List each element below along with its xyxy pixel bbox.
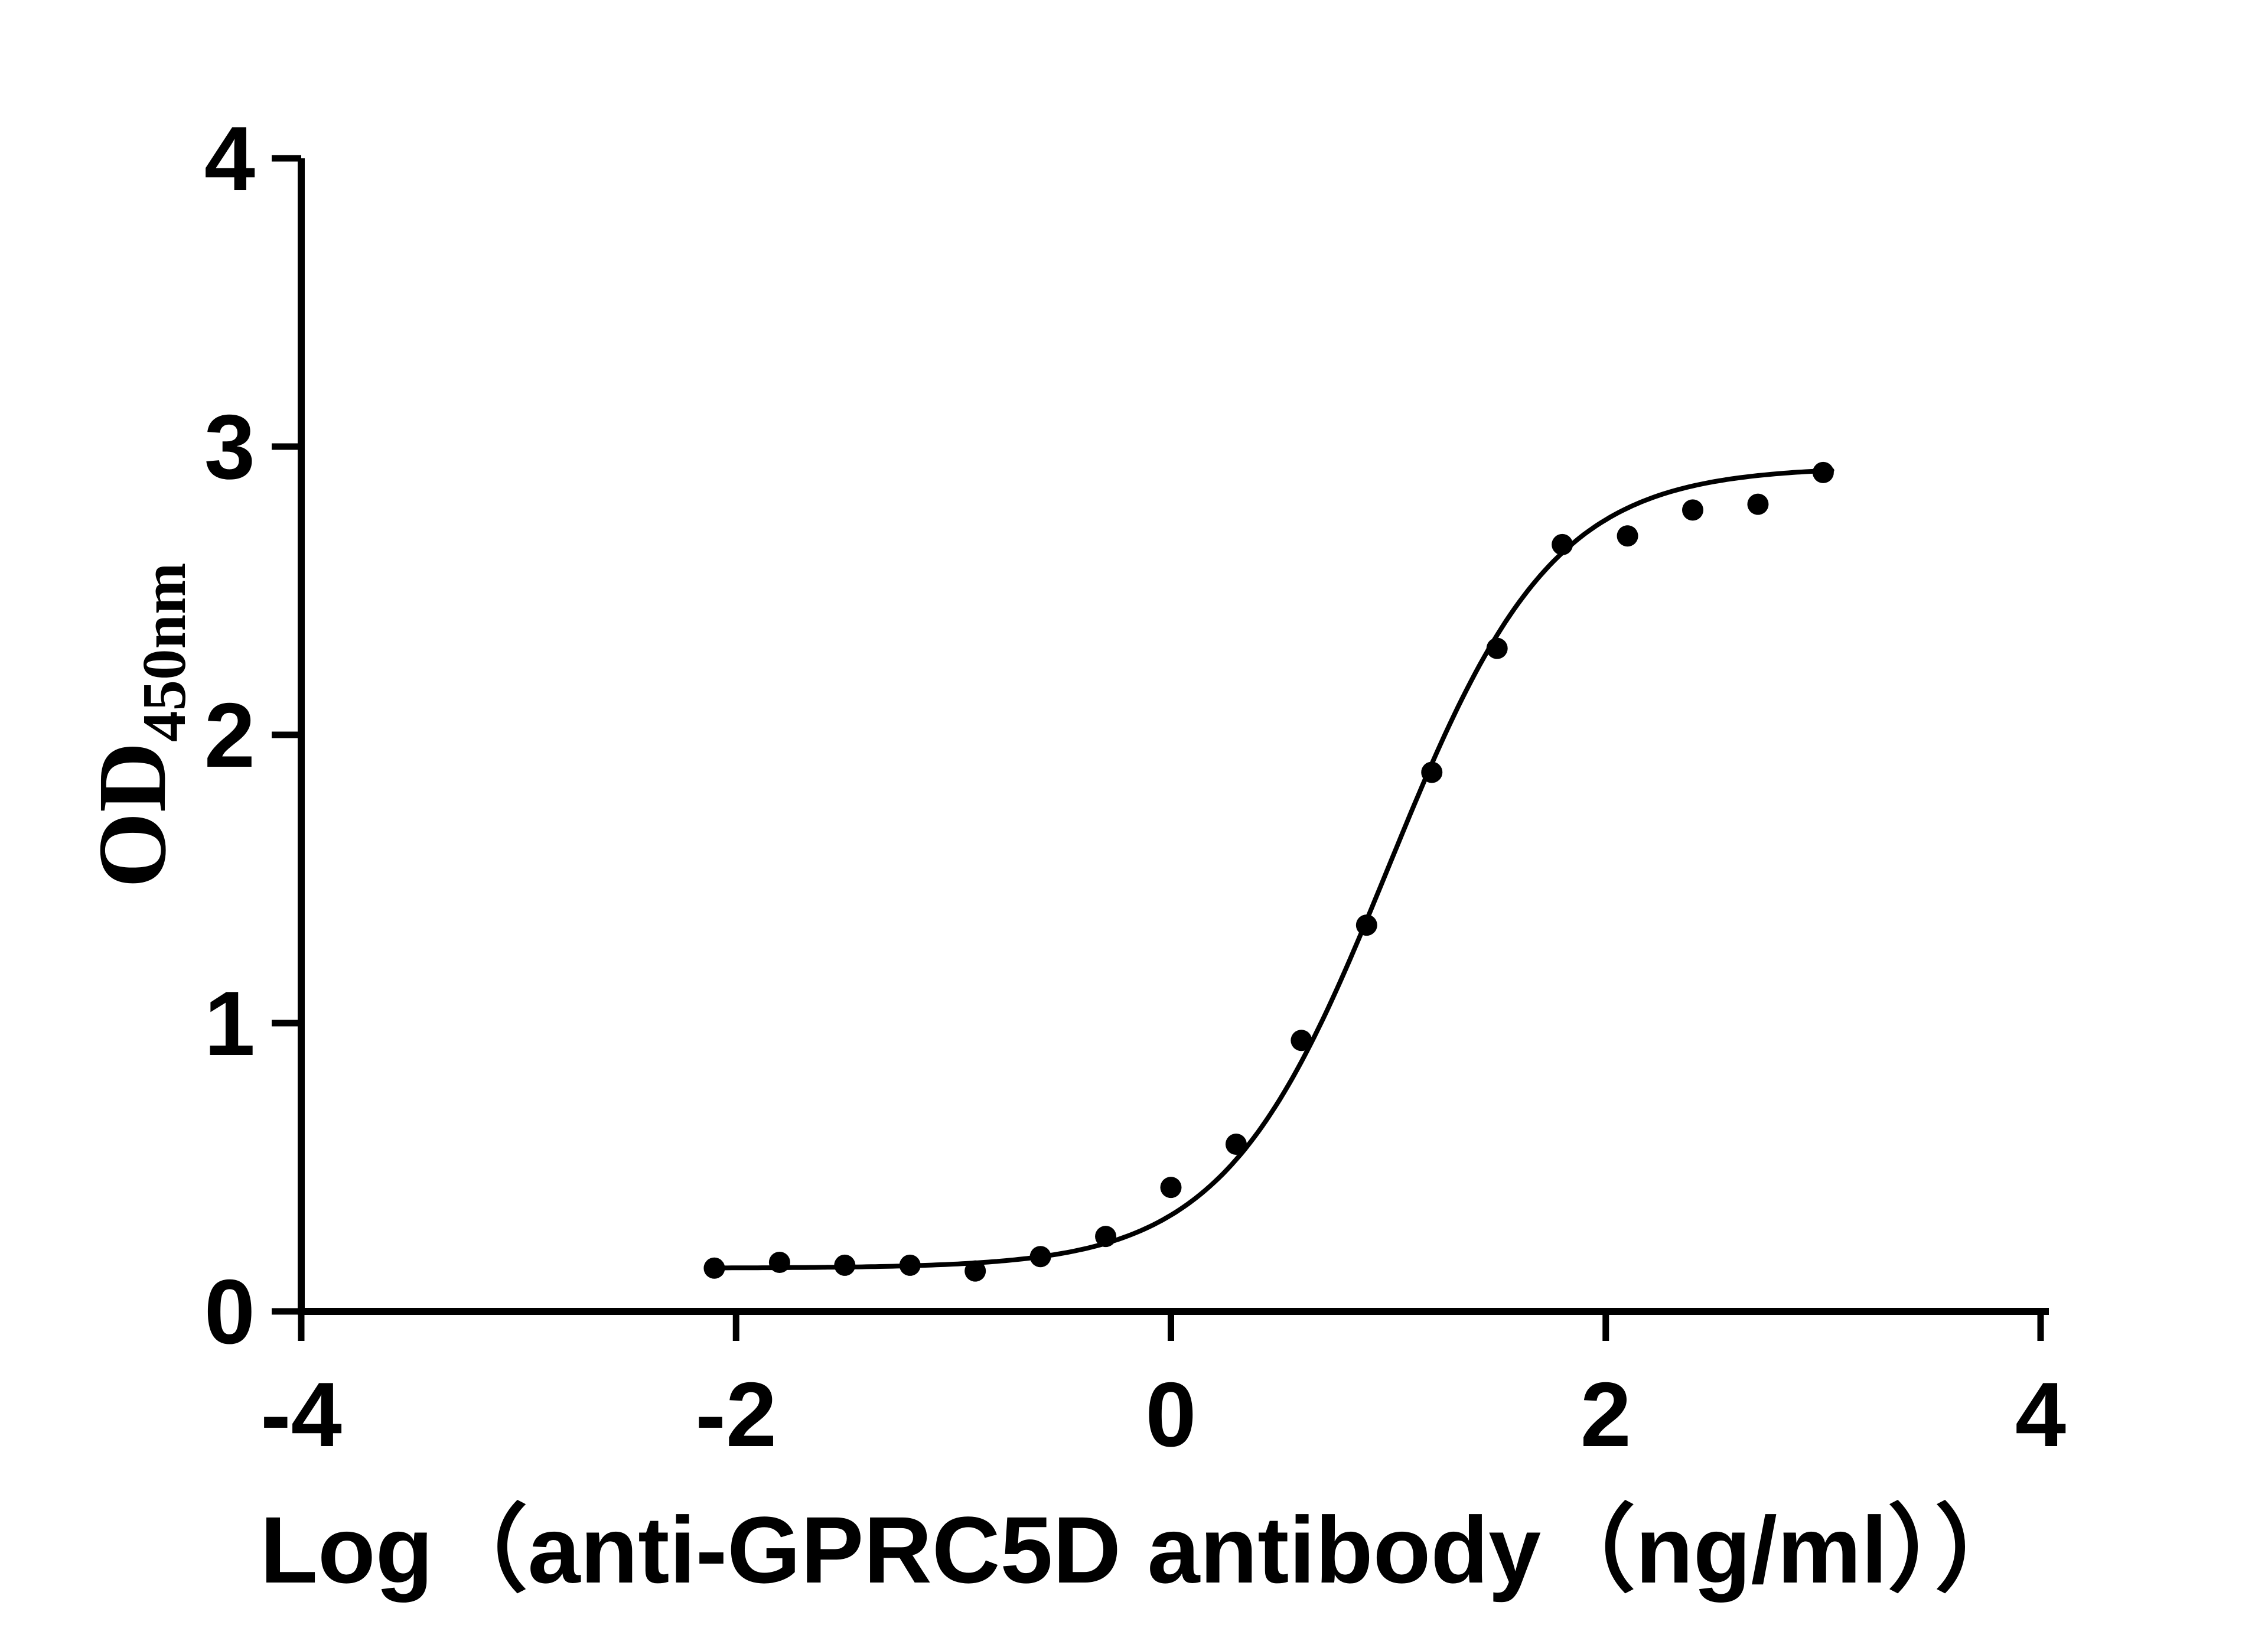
data-point xyxy=(1812,461,1834,483)
data-point xyxy=(1160,1177,1182,1199)
y-tick-label: 2 xyxy=(204,684,255,786)
data-point xyxy=(1291,1030,1312,1051)
data-point xyxy=(899,1254,921,1276)
y-tick-label: 1 xyxy=(204,972,255,1075)
data-point xyxy=(964,1260,986,1282)
data-point xyxy=(1225,1133,1247,1155)
data-point xyxy=(834,1254,856,1276)
x-tick-label: -2 xyxy=(695,1363,777,1466)
y-axis-label-base: OD xyxy=(78,741,186,888)
data-point xyxy=(1682,499,1703,521)
x-axis-label: Log（anti-GPRC5D antibody（ng/ml）） xyxy=(260,1497,2029,1603)
data-point xyxy=(1486,637,1508,659)
data-point xyxy=(1355,914,1377,936)
data-point xyxy=(1421,761,1443,783)
x-tick-label: -4 xyxy=(260,1363,342,1466)
x-tick-label: 0 xyxy=(1145,1363,1196,1466)
y-axis-label-subscript: 450nm xyxy=(129,562,198,742)
x-tick-label: 2 xyxy=(1581,1363,1631,1466)
x-tick-label: 4 xyxy=(2015,1363,2066,1466)
fit-curve xyxy=(708,468,1834,1271)
y-tick-label: 4 xyxy=(204,108,255,210)
y-axis-label: OD450nm xyxy=(76,563,198,888)
data-point xyxy=(1617,525,1638,547)
data-point xyxy=(1095,1226,1117,1248)
data-point xyxy=(1747,493,1769,515)
y-tick-label: 3 xyxy=(204,396,255,498)
data-point xyxy=(768,1252,790,1274)
y-tick-label: 0 xyxy=(204,1261,255,1363)
data-point xyxy=(1029,1246,1051,1268)
data-point xyxy=(703,1257,725,1279)
data-point xyxy=(1552,533,1573,555)
